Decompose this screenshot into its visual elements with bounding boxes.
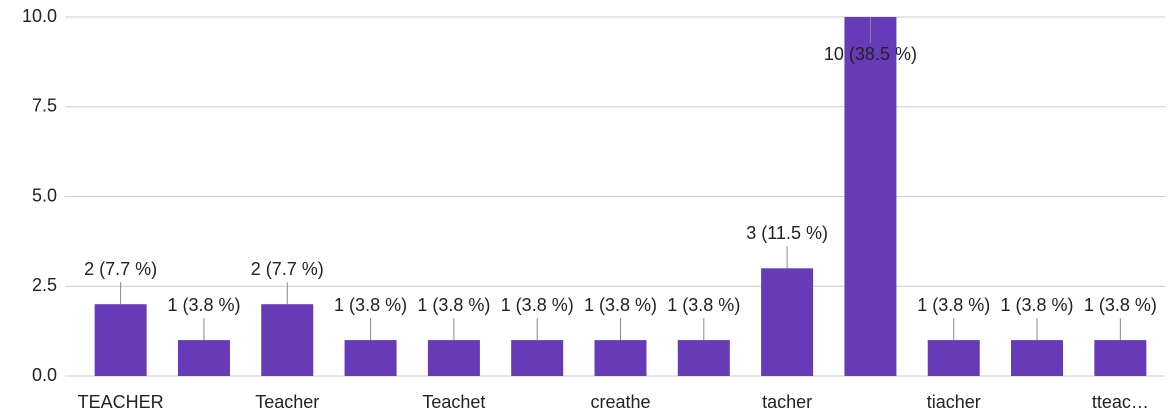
bar [261,304,314,376]
bar [927,340,980,376]
data-label: 1 (3.8 %) [334,295,407,315]
data-label: 10 (38.5 %) [824,44,917,64]
y-tick-label: 5.0 [32,185,57,205]
data-label: 1 (3.8 %) [1084,295,1157,315]
bar [677,340,730,376]
bar [427,340,480,376]
y-tick-label: 2.5 [32,275,57,295]
data-label: 1 (3.8 %) [1001,295,1074,315]
bar [177,340,230,376]
y-tick-label: 0.0 [32,365,57,385]
x-tick-label: tacher [762,392,812,412]
bar [844,17,897,376]
x-tick-label: tiacher [927,392,981,412]
x-tick-label: tteac… [1092,392,1149,412]
y-tick-label: 7.5 [32,96,57,116]
data-label: 3 (11.5 %) [746,223,828,243]
bar [1011,340,1064,376]
data-label: 2 (7.7 %) [251,259,324,279]
x-tick-label: TEACHER [78,392,164,412]
bar [761,268,814,376]
bar [94,304,147,376]
bar [511,340,564,376]
x-tick-label: creathe [590,392,650,412]
bar [344,340,397,376]
bar [1094,340,1147,376]
data-label: 2 (7.7 %) [84,259,157,279]
data-label: 1 (3.8 %) [584,295,657,315]
y-tick-label: 10.0 [22,6,57,26]
data-label: 1 (3.8 %) [417,295,490,315]
x-tick-label: Teachet [422,392,485,412]
bar [594,340,647,376]
data-label: 1 (3.8 %) [501,295,574,315]
x-tick-label: Teacher [255,392,319,412]
data-label: 1 (3.8 %) [917,295,990,315]
data-label: 1 (3.8 %) [667,295,740,315]
data-label: 1 (3.8 %) [167,295,240,315]
